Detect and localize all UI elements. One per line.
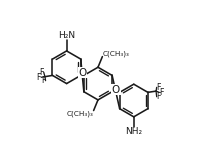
Text: O: O: [78, 68, 86, 78]
Text: F: F: [156, 92, 160, 101]
Text: F: F: [156, 83, 160, 92]
Text: C(CH₃)₃: C(CH₃)₃: [66, 111, 93, 117]
Text: O: O: [111, 85, 119, 95]
Text: C(CH₃)₃: C(CH₃)₃: [102, 50, 129, 57]
Text: H₂N: H₂N: [58, 31, 75, 40]
Text: F: F: [37, 73, 41, 82]
Text: F: F: [39, 68, 43, 77]
Text: F: F: [41, 76, 45, 85]
Text: F: F: [158, 88, 163, 97]
Text: NH₂: NH₂: [125, 127, 142, 136]
